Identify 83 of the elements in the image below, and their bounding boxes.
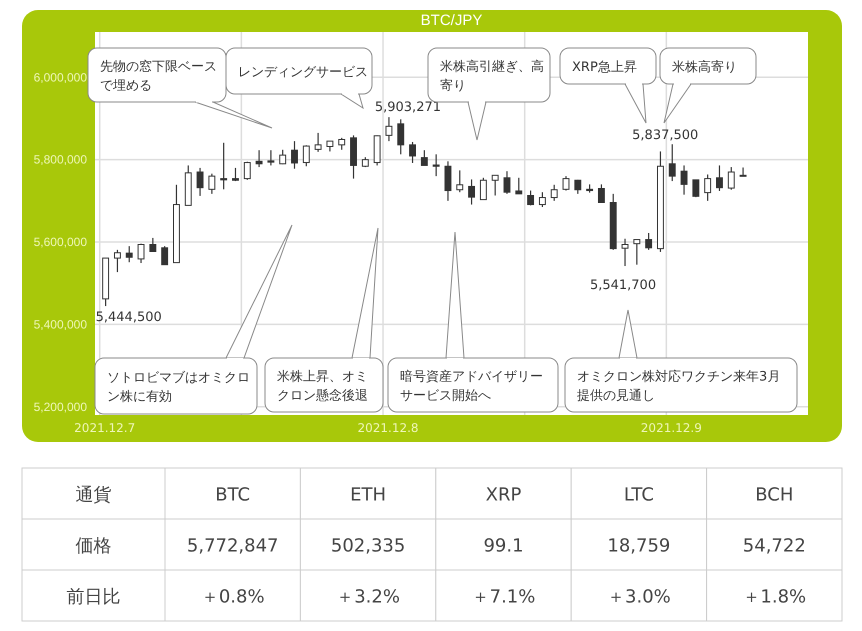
candlestick [161,246,168,266]
candlestick [515,177,522,194]
y-tick-label: 5,800,000 [34,152,88,167]
candlestick [692,179,700,198]
text: 価格 [76,536,112,556]
text: 5,772,847 [186,536,279,556]
candlestick [622,238,628,267]
candlestick [645,232,652,250]
candlestick [409,141,416,164]
annotation: 米株上昇、オミクロン懸念後退 [277,370,368,404]
candlestick [680,164,688,196]
annotation: オミクロン株対応ワクチン来年3月提供の見通し [577,368,780,404]
text: 通貨 [76,484,112,506]
candlestick [232,167,239,182]
candlestick [633,238,640,266]
annotation: 5,541,700 [590,278,656,294]
candlestick [256,150,263,168]
y-tick-label: 5,200,000 [34,400,88,414]
text: ＋1.8% [742,586,806,608]
candlestick [397,118,404,155]
annotation: XRP急上昇 [572,60,637,75]
candlestick [468,178,476,206]
text: 18,759 [607,536,670,556]
candlestick [728,166,735,190]
candlestick [291,140,298,170]
candlestick [302,144,310,167]
candlestick [114,249,121,273]
text: 54,722 [742,536,806,556]
candlestick [314,132,322,152]
text: ＋3.0% [607,586,671,608]
text: BCH [755,484,794,506]
candlestick [420,150,428,166]
candlestick [492,174,499,196]
candlestick [538,192,546,208]
candlestick [432,154,440,177]
y-tick-label: 6,000,000 [34,70,88,84]
candlestick [504,170,510,194]
x-tick-label: 2021.12.7 [74,421,136,435]
x-tick-label: 2021.12.9 [640,421,702,435]
annotation: 5,837,500 [632,128,698,144]
annotation: 暗号資産アドバイザリーサービス開始へ [400,368,543,404]
candlestick [126,246,133,263]
candlestick [480,177,487,200]
y-tick-label: 5,600,000 [34,235,88,250]
candlestick [208,173,216,194]
candlestick [562,176,570,192]
candlestick [267,150,274,166]
text: 502,335 [330,536,406,556]
text: ETH [350,484,386,506]
text: LTC [624,484,654,506]
y-tick-label: 5,400,000 [34,317,88,332]
annotation: 米株高引継ぎ、高寄り [440,58,544,94]
candlestick [385,116,392,142]
candlestick [716,164,723,192]
text: BTC [215,484,250,506]
text: 99.1 [483,536,524,556]
candlestick [598,184,605,204]
text: XRP [486,484,522,506]
candlestick [326,140,334,152]
candlestick [149,237,156,253]
text: ＋3.2% [336,586,400,608]
candlestick [338,137,346,150]
candlestick [527,190,534,206]
annotation: ソトロビマブはオミクロン株に有効 [107,370,250,404]
candlestick [550,184,558,202]
x-tick-label: 2021.12.8 [357,421,419,435]
candlestick [244,161,251,180]
candlestick [574,179,582,194]
candlestick [220,142,228,190]
annotation: 米株高寄り [672,59,737,75]
chart-title: BTC/JPY [420,12,482,29]
annotation: 先物の窓下限ベースで埋める [100,58,217,94]
text: ＋0.8% [200,586,265,608]
candlestick [704,174,712,202]
annotation: レンディングサービス [238,65,368,80]
candlestick [279,149,286,165]
text: 前日比 [66,586,120,608]
annotation: 5,444,500 [96,310,162,326]
candlestick [668,144,676,182]
text: ＋7.1% [472,586,536,608]
candlestick [138,243,144,264]
candlestick [196,167,204,197]
annotation: 5,903,271 [374,100,442,116]
